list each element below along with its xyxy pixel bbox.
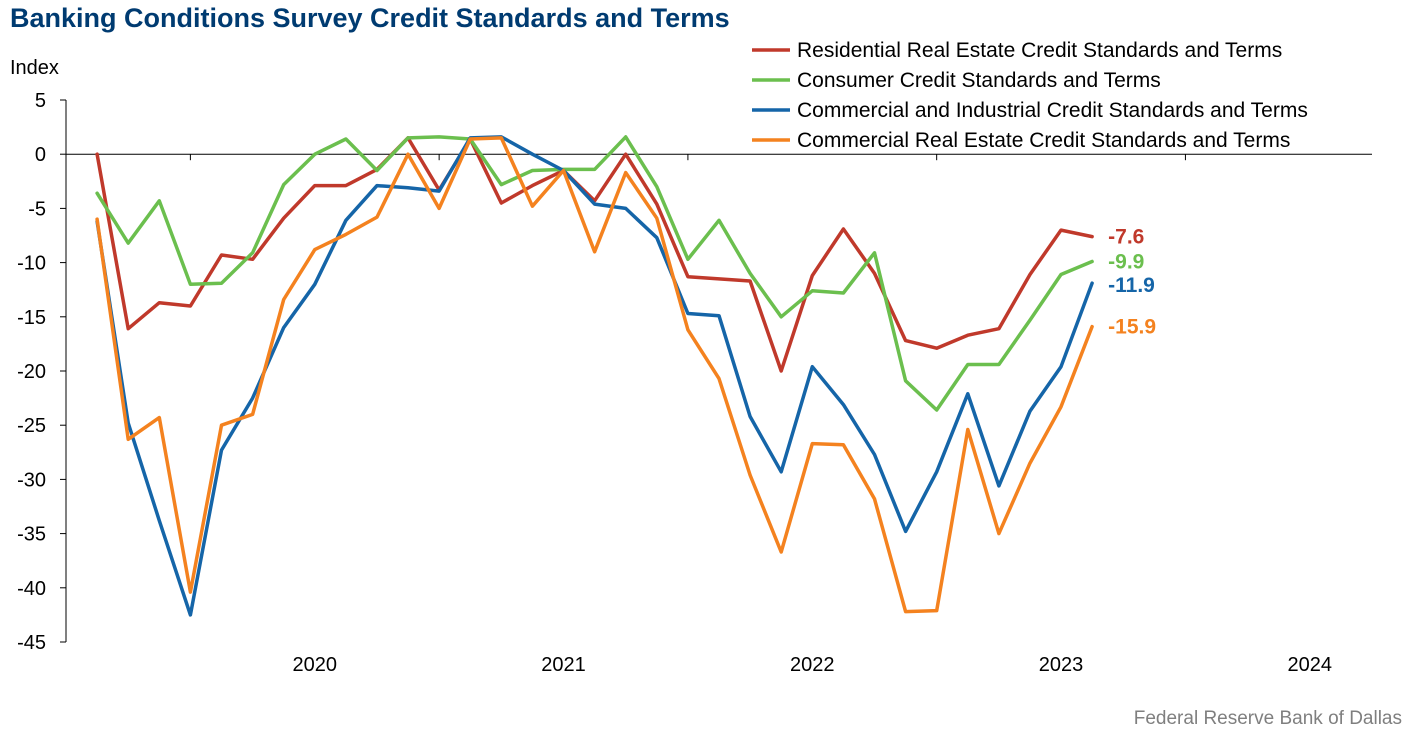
x-tick-label: 2020 xyxy=(293,654,338,676)
y-tick-label: -35 xyxy=(17,524,46,546)
x-tick-label: 2022 xyxy=(790,654,835,676)
series-lines xyxy=(95,135,1094,617)
legend: Residential Real Estate Credit Standards… xyxy=(752,39,1308,152)
end-labels: -7.6-9.9-11.9 -15.9 xyxy=(1108,226,1156,339)
y-axis: 5 0 -5 -10 -15 -20 -25 -30 -35 -40 -45 xyxy=(17,90,67,654)
x-tick-label: 2023 xyxy=(1039,654,1084,676)
chart-title: Banking Conditions Survey Credit Standar… xyxy=(10,3,730,33)
series-end-label: -9.9 xyxy=(1108,251,1144,274)
y-axis-unit-label: Index xyxy=(10,57,59,79)
x-axis: 2020 2021 2022 2023 2024 xyxy=(66,153,1372,676)
y-tick-label: -25 xyxy=(17,415,46,437)
y-tick-label: -30 xyxy=(17,469,46,491)
series-end-label: -7.6 xyxy=(1108,226,1144,249)
series-line xyxy=(95,136,1094,614)
series-end-label: -15.9 xyxy=(1108,316,1156,339)
legend-entry: Consumer Credit Standards and Terms xyxy=(797,69,1161,92)
legend-entry: Residential Real Estate Credit Standards… xyxy=(797,39,1282,62)
x-tick-label: 2021 xyxy=(541,654,586,676)
series-line xyxy=(95,136,1094,373)
y-tick-label: -5 xyxy=(28,198,46,220)
series-line xyxy=(95,135,1094,412)
series-end-label: -11.9 xyxy=(1108,274,1155,297)
y-tick-label: 5 xyxy=(35,90,46,112)
legend-entry: Commercial and Industrial Credit Standar… xyxy=(797,99,1308,122)
legend-entry: Commercial Real Estate Credit Standards … xyxy=(797,129,1290,152)
x-tick-label: 2024 xyxy=(1288,654,1333,676)
y-tick-label: -45 xyxy=(17,632,46,654)
y-tick-label: -10 xyxy=(17,253,46,275)
y-tick-label: -20 xyxy=(17,361,46,383)
y-tick-label: -40 xyxy=(17,578,46,600)
series-line xyxy=(95,135,1094,617)
source-note: Federal Reserve Bank of Dallas xyxy=(1133,708,1402,729)
y-tick-label: 0 xyxy=(35,144,46,166)
y-tick-label: -15 xyxy=(17,307,46,329)
